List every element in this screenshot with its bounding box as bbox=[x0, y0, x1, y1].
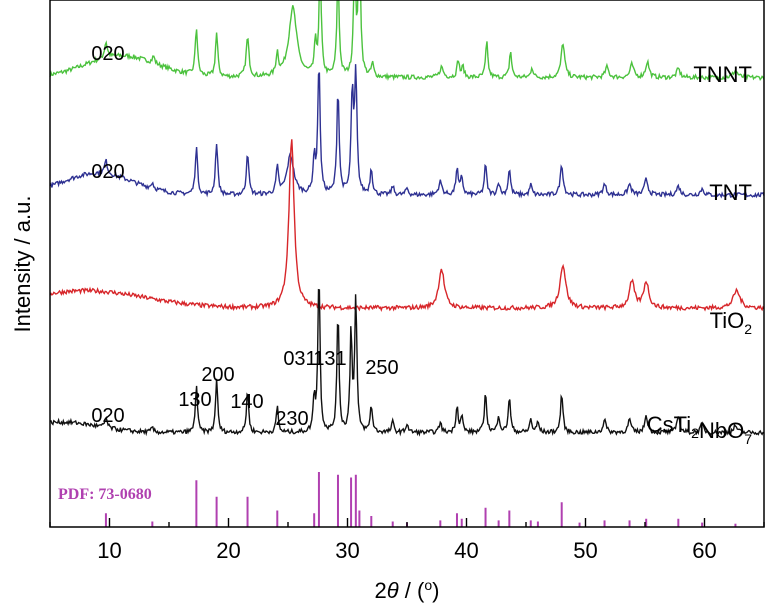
series-label-tnt: TNT bbox=[709, 180, 752, 205]
x-tick-label-40: 40 bbox=[454, 538, 478, 563]
x-tick-label-50: 50 bbox=[573, 538, 597, 563]
peak-label-200: 200 bbox=[201, 364, 234, 386]
peak-label-031: 031 bbox=[283, 348, 316, 370]
x-axis-label-deg: o bbox=[424, 577, 432, 593]
series-line-tnt bbox=[49, 64, 765, 199]
series-label-csti2nbo7: CsTi2NbO7 bbox=[647, 412, 752, 447]
x-tick-label-10: 10 bbox=[97, 538, 121, 563]
peak-label-020: 020 bbox=[91, 43, 124, 65]
peak-label-140: 140 bbox=[230, 391, 263, 413]
peak-label-020: 020 bbox=[91, 405, 124, 427]
peak-label-130: 130 bbox=[178, 389, 211, 411]
x-axis: 10 20 30 40 50 60 bbox=[49, 518, 765, 563]
series-label-tnnt: TNNT bbox=[693, 62, 752, 87]
reference-pattern bbox=[104, 472, 737, 527]
labels-layer: TNNT 020 TNT 020 TiO2 CsTi2NbO7 020 130 200 140 23… bbox=[91, 43, 752, 447]
x-tick-label-20: 20 bbox=[216, 538, 240, 563]
series-line-tnnt bbox=[49, 0, 765, 82]
series-line-tio2 bbox=[49, 139, 765, 312]
series-label-tio2: TiO2 bbox=[710, 308, 753, 337]
peak-label-250: 250 bbox=[365, 357, 398, 379]
x-tick-label-60: 60 bbox=[692, 538, 716, 563]
peak-label-131: 131 bbox=[313, 348, 346, 370]
peak-label-020: 020 bbox=[91, 161, 124, 183]
series-layer bbox=[49, 0, 765, 437]
x-axis-label-theta: θ bbox=[387, 578, 399, 603]
reference-label: PDF: 73-0680 bbox=[58, 486, 152, 503]
plot-frame bbox=[49, 0, 765, 528]
peak-label-230: 230 bbox=[275, 408, 308, 430]
x-axis-label: 2θ / (o) bbox=[375, 577, 440, 603]
x-tick-label-30: 30 bbox=[335, 538, 359, 563]
x-axis-label-two: 2 bbox=[375, 578, 387, 603]
series-line-csti2nbo7 bbox=[49, 288, 765, 437]
y-axis-label: Intensity / a.u. bbox=[10, 196, 35, 333]
x-axis-label-close: ) bbox=[432, 578, 439, 603]
x-axis-label-rest: / ( bbox=[399, 578, 425, 603]
